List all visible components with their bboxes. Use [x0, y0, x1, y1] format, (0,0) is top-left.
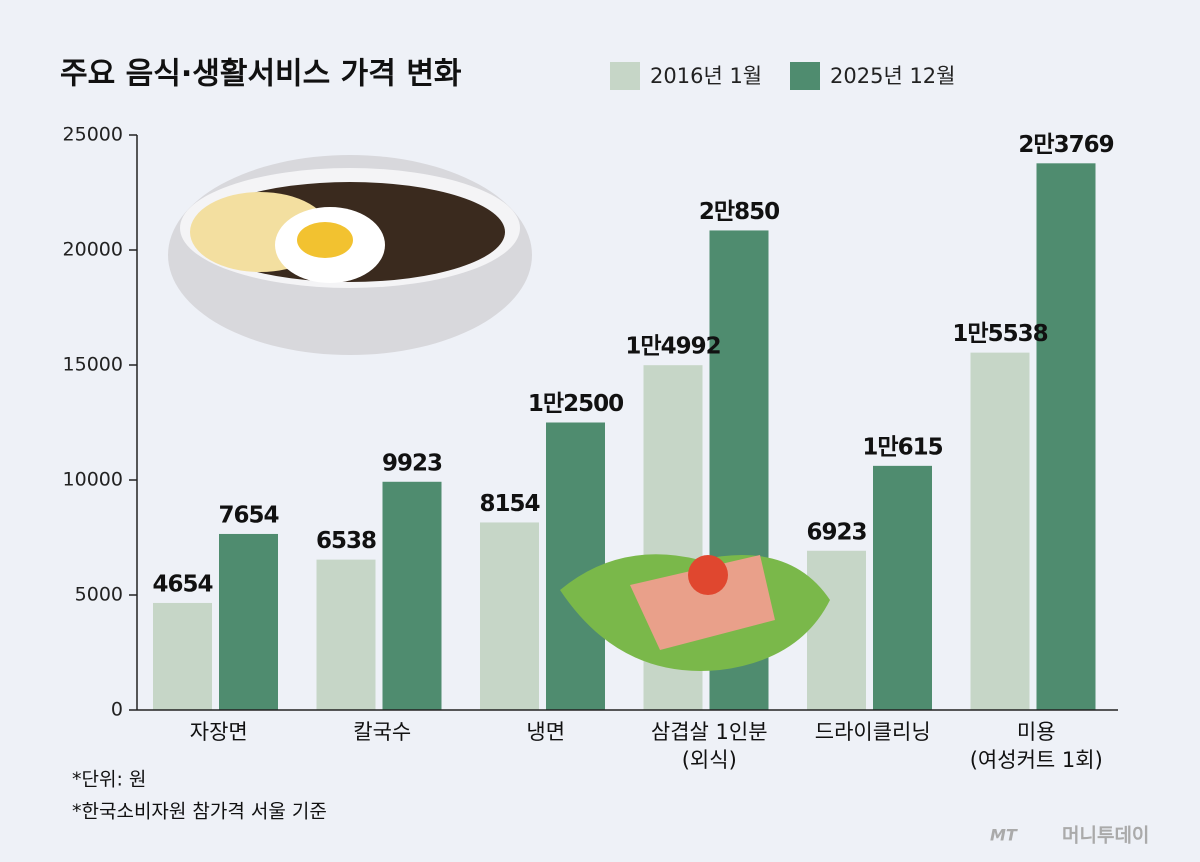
x-tick-label: 삼겹살 1인분 (외식) — [650, 720, 768, 772]
x-tick-label: 미용 (여성커트 1회) — [969, 720, 1103, 772]
yolk — [297, 222, 353, 258]
value-label: 1만4992 — [625, 334, 720, 360]
food-illustrations — [168, 155, 830, 671]
legend-swatch — [610, 62, 640, 90]
bar — [807, 550, 866, 710]
bar — [480, 522, 539, 710]
bar — [153, 602, 212, 710]
value-label: 6538 — [316, 528, 376, 554]
y-tick-label: 5000 — [75, 584, 123, 606]
x-tick-label: 칼국수 — [353, 720, 412, 744]
legend-swatch — [790, 62, 820, 90]
value-label: 9923 — [382, 450, 442, 476]
value-label: 2만3769 — [1018, 132, 1113, 158]
bar — [1036, 163, 1096, 711]
value-label: 7654 — [218, 502, 278, 528]
y-tick-label: 10000 — [63, 469, 123, 491]
y-tick-label: 25000 — [63, 124, 123, 146]
value-label: 6923 — [806, 519, 866, 545]
y-tick-label: 0 — [111, 699, 123, 721]
note: *한국소비자원 참가격 서울 기준 — [72, 801, 327, 823]
pork — [630, 555, 775, 650]
legend-label: 2016년 1월 — [650, 64, 762, 88]
source-name: 머니투데이 — [1062, 825, 1149, 847]
value-label: 1만2500 — [528, 391, 623, 417]
y-tick-label: 15000 — [63, 354, 123, 376]
y-tick-label: 20000 — [63, 239, 123, 261]
x-tick-label: 드라이클리닝 — [814, 720, 931, 744]
value-label: 1만5538 — [952, 321, 1047, 347]
value-label: 1만615 — [862, 434, 942, 460]
value-label: 8154 — [479, 491, 539, 517]
note: *단위: 원 — [72, 769, 146, 791]
bar — [970, 352, 1030, 710]
value-label: 4654 — [152, 571, 212, 597]
legend-label: 2025년 12월 — [830, 64, 955, 88]
x-tick-label: 냉면 — [526, 720, 566, 744]
value-label: 2만850 — [699, 199, 779, 225]
bar — [873, 465, 932, 710]
source-mark: MT — [990, 826, 1018, 845]
bar — [382, 481, 442, 710]
bar — [219, 533, 278, 710]
kimchi — [688, 555, 728, 595]
chart-title: 주요 음식·생활서비스 가격 변화 — [60, 57, 462, 92]
bar — [316, 559, 376, 710]
bar — [546, 422, 605, 710]
x-tick-label: 자장면 — [189, 720, 248, 744]
